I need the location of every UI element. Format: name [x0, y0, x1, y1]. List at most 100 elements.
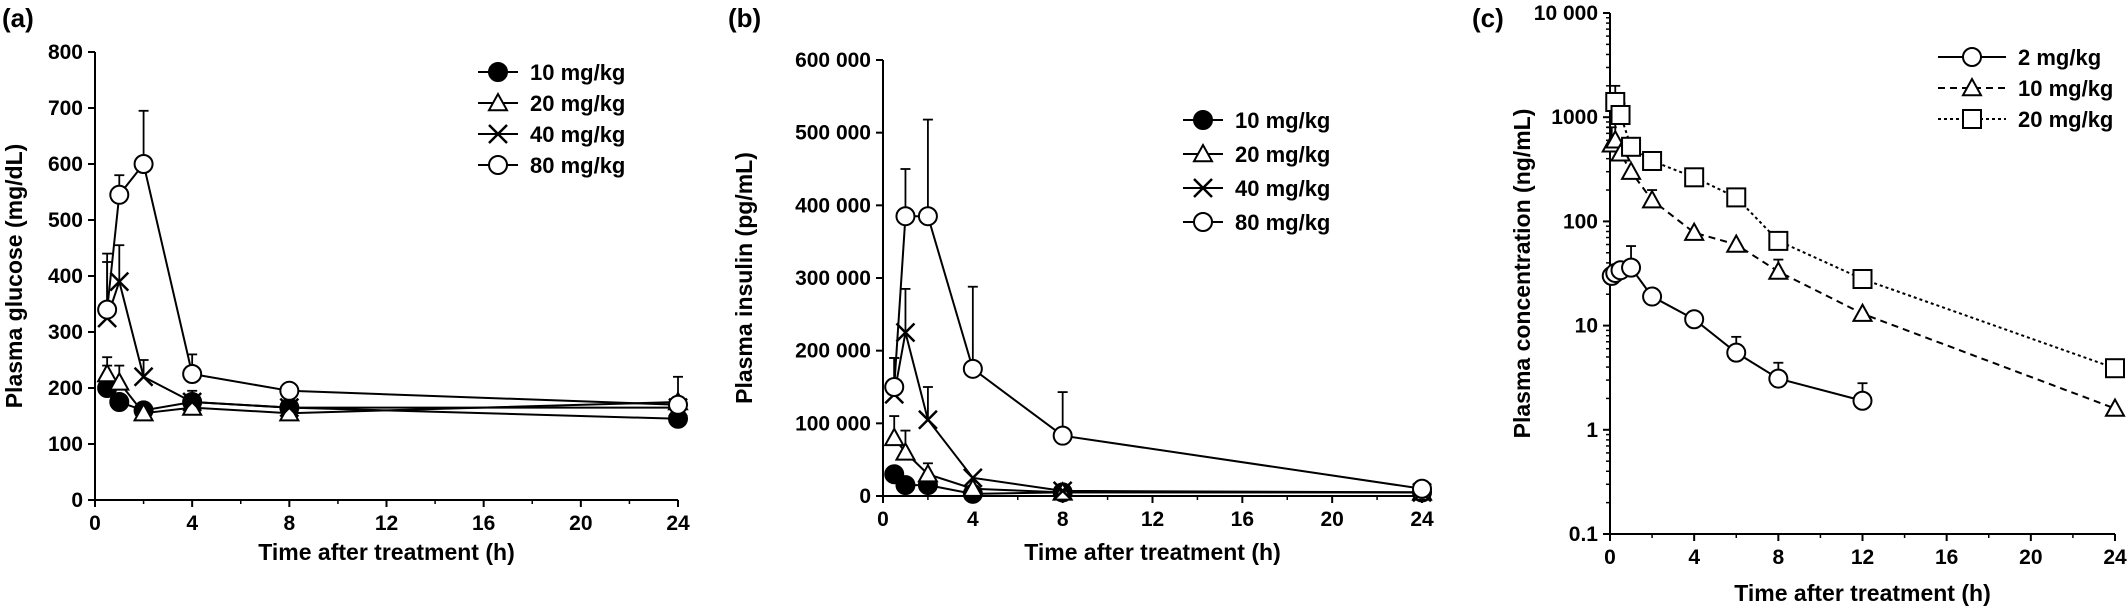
data-point [1684, 309, 1705, 330]
x-tick-label: 8 [283, 512, 295, 535]
data-point [97, 299, 118, 320]
data-point [917, 463, 939, 483]
y-tick-label: 1 [1586, 419, 1598, 442]
x-tick-label: 20 [569, 512, 592, 535]
y-tick-label: 600 000 [795, 49, 871, 72]
legend-marker [1193, 212, 1213, 232]
series-line [106, 161, 679, 406]
legend-marker [1962, 109, 1982, 129]
y-tick-label: 400 000 [795, 194, 871, 217]
x-tick-label: 8 [1772, 546, 1784, 569]
y-axis-label: Plasma glucose (mg/dL) [1, 144, 27, 409]
legend-label: 2 mg/kg [2018, 45, 2101, 70]
data-point [1052, 481, 1073, 501]
data-point [918, 409, 938, 430]
legend-marker [488, 155, 508, 175]
data-point [109, 392, 130, 412]
y-tick-label: 100 [1563, 210, 1598, 233]
y-axis-label: Plasma insulin (pg/mL) [731, 152, 757, 404]
series-10-mg-kg [1601, 121, 2126, 417]
series-line [893, 215, 1423, 490]
y-tick-label: 500 000 [795, 122, 871, 145]
y-tick-label: 600 [48, 153, 83, 176]
data-point [1621, 257, 1642, 278]
data-point [279, 397, 300, 418]
series-80-mg-kg [97, 109, 688, 415]
y-tick-label: 700 [48, 97, 83, 120]
x-tick-label: 12 [375, 512, 398, 535]
series-line [1614, 101, 2116, 370]
x-tick-label: 24 [2103, 546, 2127, 569]
series-line [893, 332, 1423, 494]
legend-marker [488, 62, 508, 82]
legend-marker [487, 91, 509, 112]
data-point [109, 184, 130, 205]
x-tick-label: 24 [666, 512, 690, 535]
data-point [109, 271, 130, 292]
x-tick-label: 8 [1057, 508, 1069, 531]
data-point [1641, 189, 1663, 209]
y-tick-label: 100 000 [795, 412, 871, 435]
x-tick-label: 4 [1688, 546, 1700, 569]
series-line [106, 278, 678, 409]
x-tick-label: 16 [1935, 546, 1958, 569]
x-tick-label: 0 [1604, 546, 1616, 569]
y-axis-label: Plasma concentration (ng/mL) [1509, 109, 1535, 439]
data-point [1683, 221, 1705, 241]
data-point [884, 377, 905, 397]
legend-label: 40 mg/kg [530, 122, 625, 147]
x-axis-label: Time after treatment (h) [1734, 580, 1990, 606]
legend-label: 10 mg/kg [530, 60, 625, 85]
data-point [1767, 260, 1790, 280]
x-tick-label: 12 [1851, 546, 1874, 569]
series-20-mg-kg [1605, 84, 2125, 379]
data-point [108, 371, 130, 391]
y-tick-label: 10 000 [1534, 2, 1598, 25]
legend-marker [1193, 178, 1213, 198]
legend-marker [1193, 110, 1213, 130]
data-point [895, 206, 916, 227]
panel-label: (a) [2, 3, 34, 33]
y-tick-label: 10 [1575, 315, 1598, 338]
data-point [1052, 425, 1073, 446]
panel-b-insulin: (b) 0 100 000 200 000 300 000 400 000 500 000 6… [728, 3, 1434, 565]
data-point [1604, 129, 1626, 149]
y-tick-label: 0 [859, 485, 871, 508]
data-point [895, 322, 916, 343]
x-tick-label: 16 [1231, 508, 1254, 531]
data-point [1412, 478, 1432, 499]
x-axis-label: Time after treatment (h) [1024, 539, 1280, 565]
data-point [962, 358, 983, 379]
legend-marker [1962, 47, 1982, 67]
data-point [132, 402, 155, 422]
y-tick-label: 1000 [1551, 106, 1598, 129]
data-point [133, 366, 154, 387]
legend-label: 80 mg/kg [1235, 210, 1330, 235]
y-tick-label: 200 [48, 377, 83, 400]
series-40-mg-kg [97, 244, 688, 418]
x-tick-label: 0 [89, 512, 101, 535]
data-point [1642, 150, 1663, 171]
legend-marker [488, 124, 508, 144]
x-tick-label: 12 [1141, 508, 1164, 531]
y-tick-label: 300 [48, 321, 83, 344]
series-80-mg-kg [884, 118, 1432, 499]
data-point [2104, 397, 2126, 417]
data-point [1725, 233, 1747, 253]
data-point [1620, 160, 1642, 180]
x-tick-label: 20 [1320, 508, 1343, 531]
legend-label: 20 mg/kg [2018, 107, 2113, 132]
y-tick-label: 500 [48, 209, 83, 232]
panel-label: (b) [728, 3, 761, 33]
series-20-mg-kg [883, 415, 1433, 501]
data-point [279, 380, 300, 401]
data-point [895, 475, 916, 496]
data-point [1684, 167, 1705, 188]
y-tick-label: 0 [71, 489, 83, 512]
data-point [182, 364, 203, 384]
x-tick-label: 0 [877, 508, 889, 531]
data-point [917, 206, 938, 227]
x-tick-label: 20 [2019, 546, 2042, 569]
x-axis-label: Time after treatment (h) [258, 539, 514, 565]
